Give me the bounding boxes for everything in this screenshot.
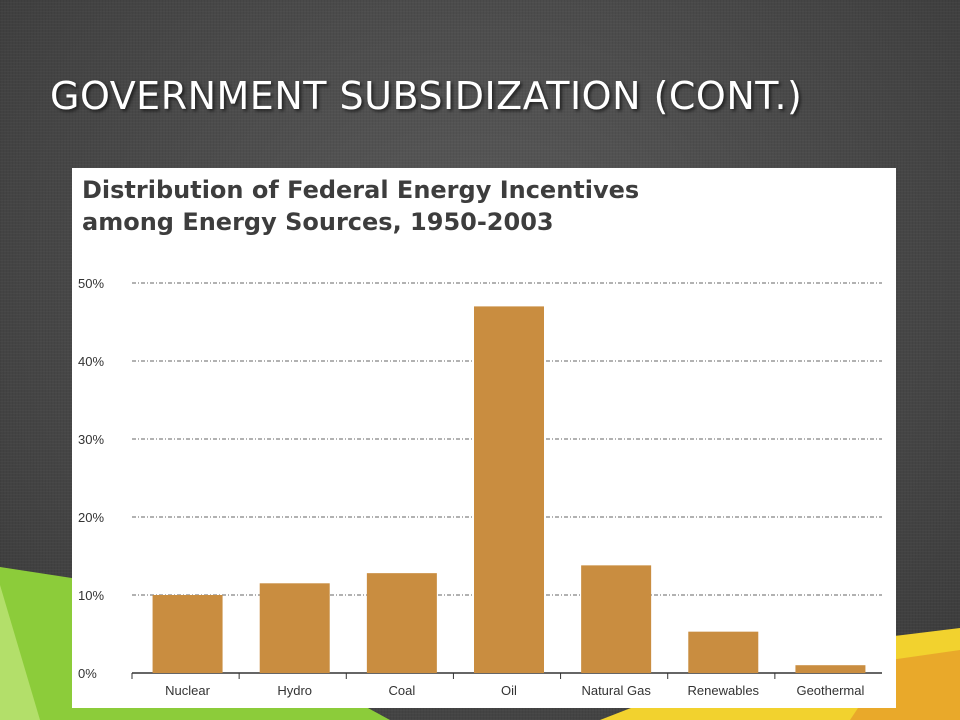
y-tick-label: 10% <box>78 588 104 603</box>
x-tick-label: Hydro <box>277 683 312 698</box>
bar <box>152 595 223 673</box>
bar <box>259 583 330 673</box>
x-tick-label: Nuclear <box>165 683 210 698</box>
x-tick-label: Coal <box>388 683 415 698</box>
x-tick-label: Geothermal <box>796 683 864 698</box>
chart-title: Distribution of Federal Energy Incentive… <box>82 174 639 238</box>
y-tick-label: 40% <box>78 354 104 369</box>
bar <box>474 306 544 673</box>
x-tick-label: Natural Gas <box>581 683 651 698</box>
chart-panel: Distribution of Federal Energy Incentive… <box>72 168 896 708</box>
x-tick-label: Oil <box>501 683 517 698</box>
x-tick-label: Renewables <box>688 683 760 698</box>
chart-title-line-2: among Energy Sources, 1950-2003 <box>82 208 554 236</box>
y-tick-label: 20% <box>78 510 104 525</box>
slide-title: GOVERNMENT SUBSIDIZATION (CONT.) <box>50 74 803 118</box>
y-tick-label: 50% <box>78 276 104 291</box>
bar <box>366 573 437 673</box>
y-tick-label: 0% <box>78 666 97 681</box>
chart-title-line-1: Distribution of Federal Energy Incentive… <box>82 176 640 204</box>
bar <box>581 565 652 673</box>
y-tick-label: 30% <box>78 432 104 447</box>
bar-chart: 0% 10% 20% 30% 40% 50% Nuclear Hydro Coal Oil Natu… <box>78 276 882 698</box>
bar <box>795 665 866 673</box>
light-green-swoosh-decoration <box>0 585 40 720</box>
bar <box>688 631 759 673</box>
